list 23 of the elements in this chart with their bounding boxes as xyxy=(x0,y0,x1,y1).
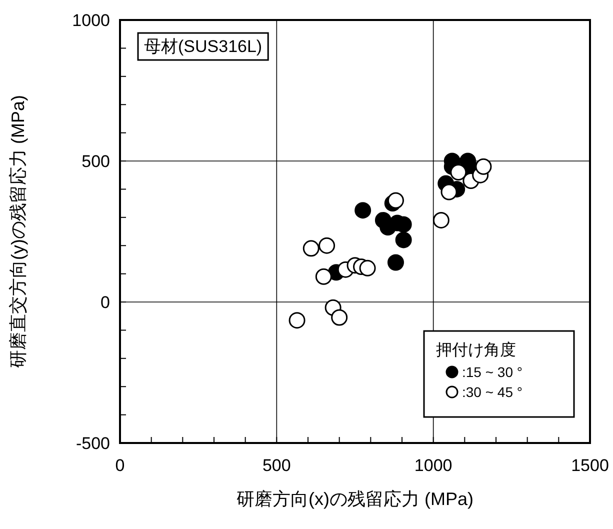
legend-label: :15 ~ 30 ° xyxy=(462,364,522,380)
y-tick-label: -500 xyxy=(76,434,110,453)
point xyxy=(440,184,458,200)
annotation: 母材(SUS316L) xyxy=(144,37,262,56)
x-tick-label: 0 xyxy=(115,456,125,475)
y-tick-label: 1000 xyxy=(72,11,110,30)
legend-title: 押付け角度 xyxy=(436,341,516,359)
x-tick-label: 1000 xyxy=(414,456,452,475)
y-axis-title: 研磨直交方向(y)の残留応力 (MPa) xyxy=(8,95,28,368)
x-tick-label: 500 xyxy=(262,456,291,475)
y-tick-label: 0 xyxy=(100,293,110,312)
legend-label: :30 ~ 45 ° xyxy=(462,384,522,400)
x-axis-title: 研磨方向(x)の残留応力 (MPa) xyxy=(236,489,474,509)
point xyxy=(359,260,376,276)
point xyxy=(387,192,404,209)
y-tick-label: 500 xyxy=(82,152,110,171)
point xyxy=(450,164,467,181)
point xyxy=(475,158,492,175)
point xyxy=(395,232,412,248)
point xyxy=(331,309,348,326)
x-tick-label: 1500 xyxy=(571,456,609,475)
point xyxy=(387,254,404,271)
point xyxy=(354,202,372,219)
